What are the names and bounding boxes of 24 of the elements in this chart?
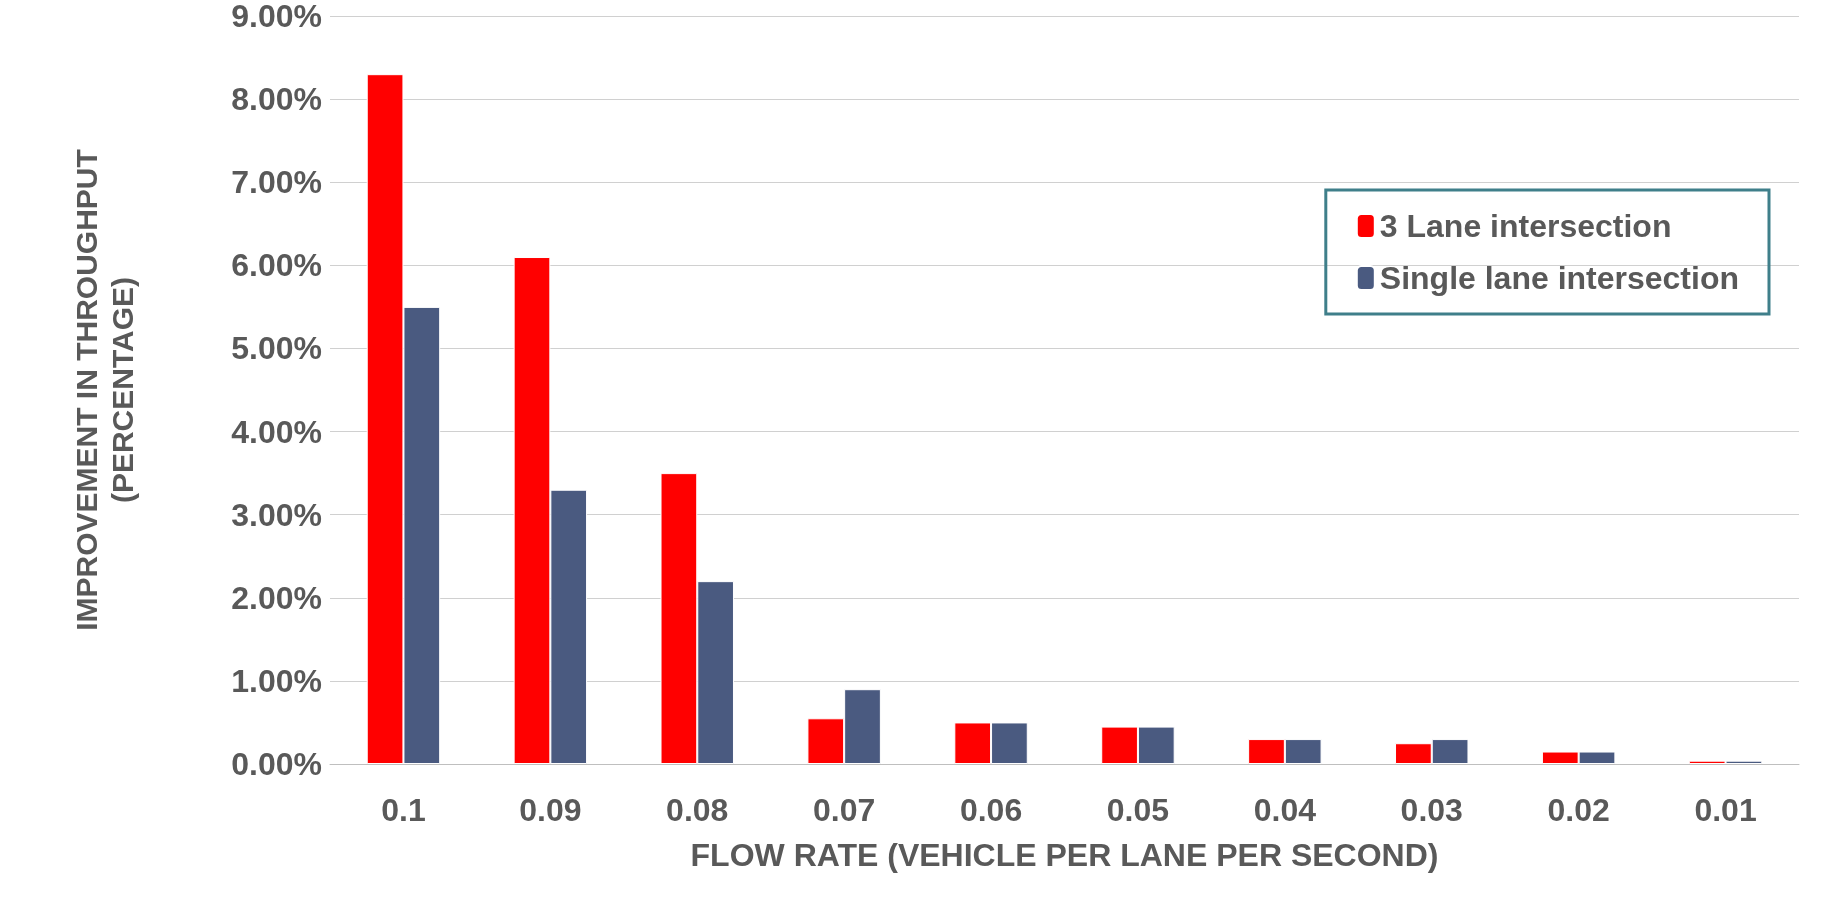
y-tick-label: 4.00% xyxy=(231,413,322,450)
y-tick-label: 1.00% xyxy=(231,662,322,699)
x-tick-label: 0.07 xyxy=(813,792,876,828)
x-tick-label: 0.08 xyxy=(666,792,729,828)
y-tick-label: 8.00% xyxy=(231,81,322,118)
x-tick-label: 0.02 xyxy=(1547,792,1610,828)
x-tick-label: 0.01 xyxy=(1694,792,1757,828)
x-tick-label: 0.09 xyxy=(519,792,582,828)
y-tick-label: 7.00% xyxy=(231,164,322,201)
y-tick-label: 3.00% xyxy=(231,496,322,533)
legend-label: Single lane intersection xyxy=(1379,260,1739,296)
x-tick-label: 0.06 xyxy=(959,792,1023,828)
y-tick-label: 2.00% xyxy=(231,579,322,616)
y-tick-label: 9.00% xyxy=(231,0,322,34)
y-axis-title: IMPROVEMENT IN THROUGHPUT (PERCENTAGE) xyxy=(69,149,139,631)
legend-label: 3 Lane intersection xyxy=(1379,208,1672,244)
x-tick-label: 0.1 xyxy=(381,792,426,828)
x-tick-label: 0.04 xyxy=(1253,792,1317,828)
x-axis-title: FLOW RATE (VEHICLE PER LANE PER SECOND) xyxy=(690,837,1439,873)
x-tick-label: 0.03 xyxy=(1400,792,1463,828)
y-tick-label: 6.00% xyxy=(231,247,322,284)
x-tick-label: 0.05 xyxy=(1106,792,1170,828)
y-tick-label: 5.00% xyxy=(231,330,322,367)
y-tick-label: 0.00% xyxy=(231,746,322,782)
